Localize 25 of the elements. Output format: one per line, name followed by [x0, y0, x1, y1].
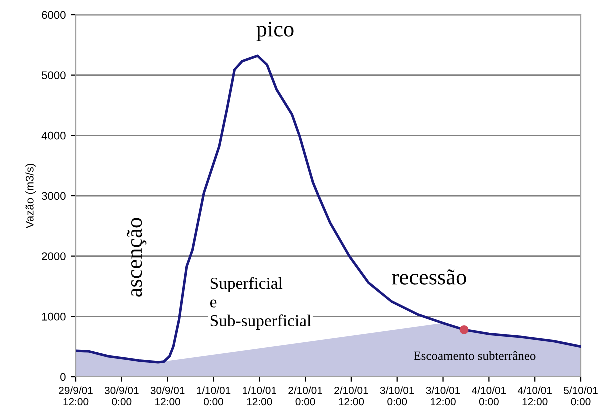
x-tick-label: 29/9/01 12:00 [59, 386, 93, 406]
y-tick-label: 5000 [42, 72, 66, 80]
y-tick-label: 2000 [42, 252, 66, 260]
y-axis-title: Vazão (m3/s) [26, 164, 36, 229]
x-tick-label: 2/10/01 12:00 [334, 386, 368, 406]
x-tick-label: 4/10/01 0:00 [472, 386, 506, 406]
y-tick-label: 4000 [42, 132, 66, 140]
annotation: Superficial e Sub-superficial [210, 277, 312, 330]
annotation: pico [256, 22, 294, 42]
x-tick-label: 3/10/01 0:00 [380, 386, 414, 406]
x-tick-label: 1/10/01 12:00 [243, 386, 277, 406]
x-tick-label: 2/10/01 0:00 [288, 386, 322, 406]
y-tick-label: 1000 [42, 312, 66, 321]
x-tick-label: 3/10/01 12:00 [426, 386, 460, 406]
y-tick-label: 6000 [42, 11, 66, 20]
annotation: Escoamento subterrâneo [414, 351, 536, 360]
y-tick-label: 3000 [42, 192, 66, 200]
annotation: ascenção [126, 218, 147, 297]
x-tick-label: 30/9/01 0:00 [104, 386, 139, 406]
x-tick-label: 30/9/01 12:00 [150, 386, 185, 406]
x-tick-label: 1/10/01 0:00 [197, 386, 231, 406]
y-tick-label: 0 [60, 373, 66, 382]
x-tick-label: 5/10/01 0:00 [564, 386, 598, 406]
annotation: recessão [392, 270, 466, 285]
x-tick-label: 4/10/01 12:00 [518, 386, 552, 406]
